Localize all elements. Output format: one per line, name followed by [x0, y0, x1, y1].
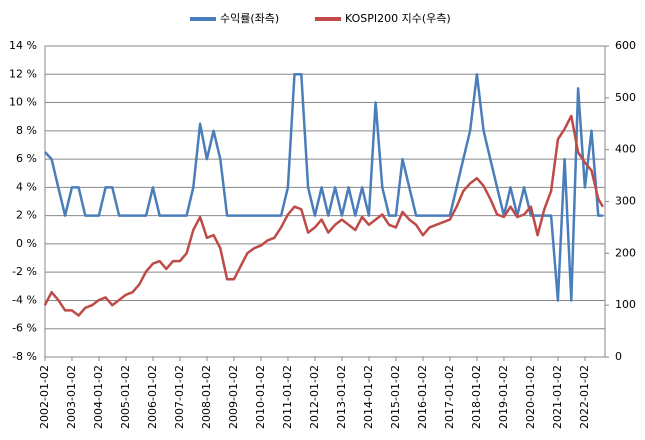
y-tick-label: -2 %: [12, 265, 37, 278]
x-tick-label: 2005-01-02: [119, 365, 132, 429]
y2-tick-label: 0: [615, 350, 622, 363]
x-tick-label: 2007-01-02: [173, 365, 186, 429]
y2-tick-label: 200: [615, 246, 636, 259]
series-line: [43, 114, 604, 317]
x-tick-label: 2004-01-02: [92, 365, 105, 429]
y2-tick-label: 600: [615, 39, 636, 52]
x-tick-label: 2012-01-02: [308, 365, 321, 429]
y-tick-label: -8 %: [12, 350, 37, 363]
y-tick-label: 10 %: [9, 96, 37, 109]
y-tick-label: 14 %: [9, 39, 37, 52]
y-tick-label: -6 %: [12, 322, 37, 335]
y-tick-label: 8 %: [16, 124, 37, 137]
x-tick-label: 2002-01-02: [38, 365, 51, 429]
x-tick-label: 2016-01-02: [416, 365, 429, 429]
x-tick-label: 2013-01-02: [335, 365, 348, 429]
y-tick-label: 2 %: [16, 209, 37, 222]
y-tick-label: 4 %: [16, 180, 37, 193]
y2-tick-label: 100: [615, 298, 636, 311]
x-tick-label: 2014-01-02: [362, 365, 375, 429]
x-tick-label: 2009-01-02: [227, 365, 240, 429]
y-tick-label: -4 %: [12, 293, 37, 306]
y2-tick-label: 500: [615, 91, 636, 104]
y-tick-label: 6 %: [16, 152, 37, 165]
legend-label: 수익률(좌측): [220, 12, 279, 25]
x-tick-label: 2011-01-02: [281, 365, 294, 429]
y2-tick-label: 300: [615, 195, 636, 208]
y2-tick-label: 400: [615, 143, 636, 156]
y-tick-label: 12 %: [9, 67, 37, 80]
x-tick-label: 2010-01-02: [254, 365, 267, 429]
x-tick-label: 2008-01-02: [200, 365, 213, 429]
x-tick-label: 2019-01-02: [497, 365, 510, 429]
x-tick-label: 2017-01-02: [443, 365, 456, 429]
x-tick-label: 2020-01-02: [524, 365, 537, 429]
x-tick-label: 2003-01-02: [65, 365, 78, 429]
x-tick-label: 2006-01-02: [146, 365, 159, 429]
x-tick-label: 2015-01-02: [389, 365, 402, 429]
x-tick-label: 2021-01-02: [551, 365, 564, 429]
series-line: [43, 73, 603, 302]
x-tick-label: 2018-01-02: [470, 365, 483, 429]
legend-label: KOSPI200 지수(우측): [345, 12, 451, 25]
x-tick-label: 2022-01-02: [578, 365, 591, 429]
y-tick-label: 0 %: [16, 237, 37, 250]
